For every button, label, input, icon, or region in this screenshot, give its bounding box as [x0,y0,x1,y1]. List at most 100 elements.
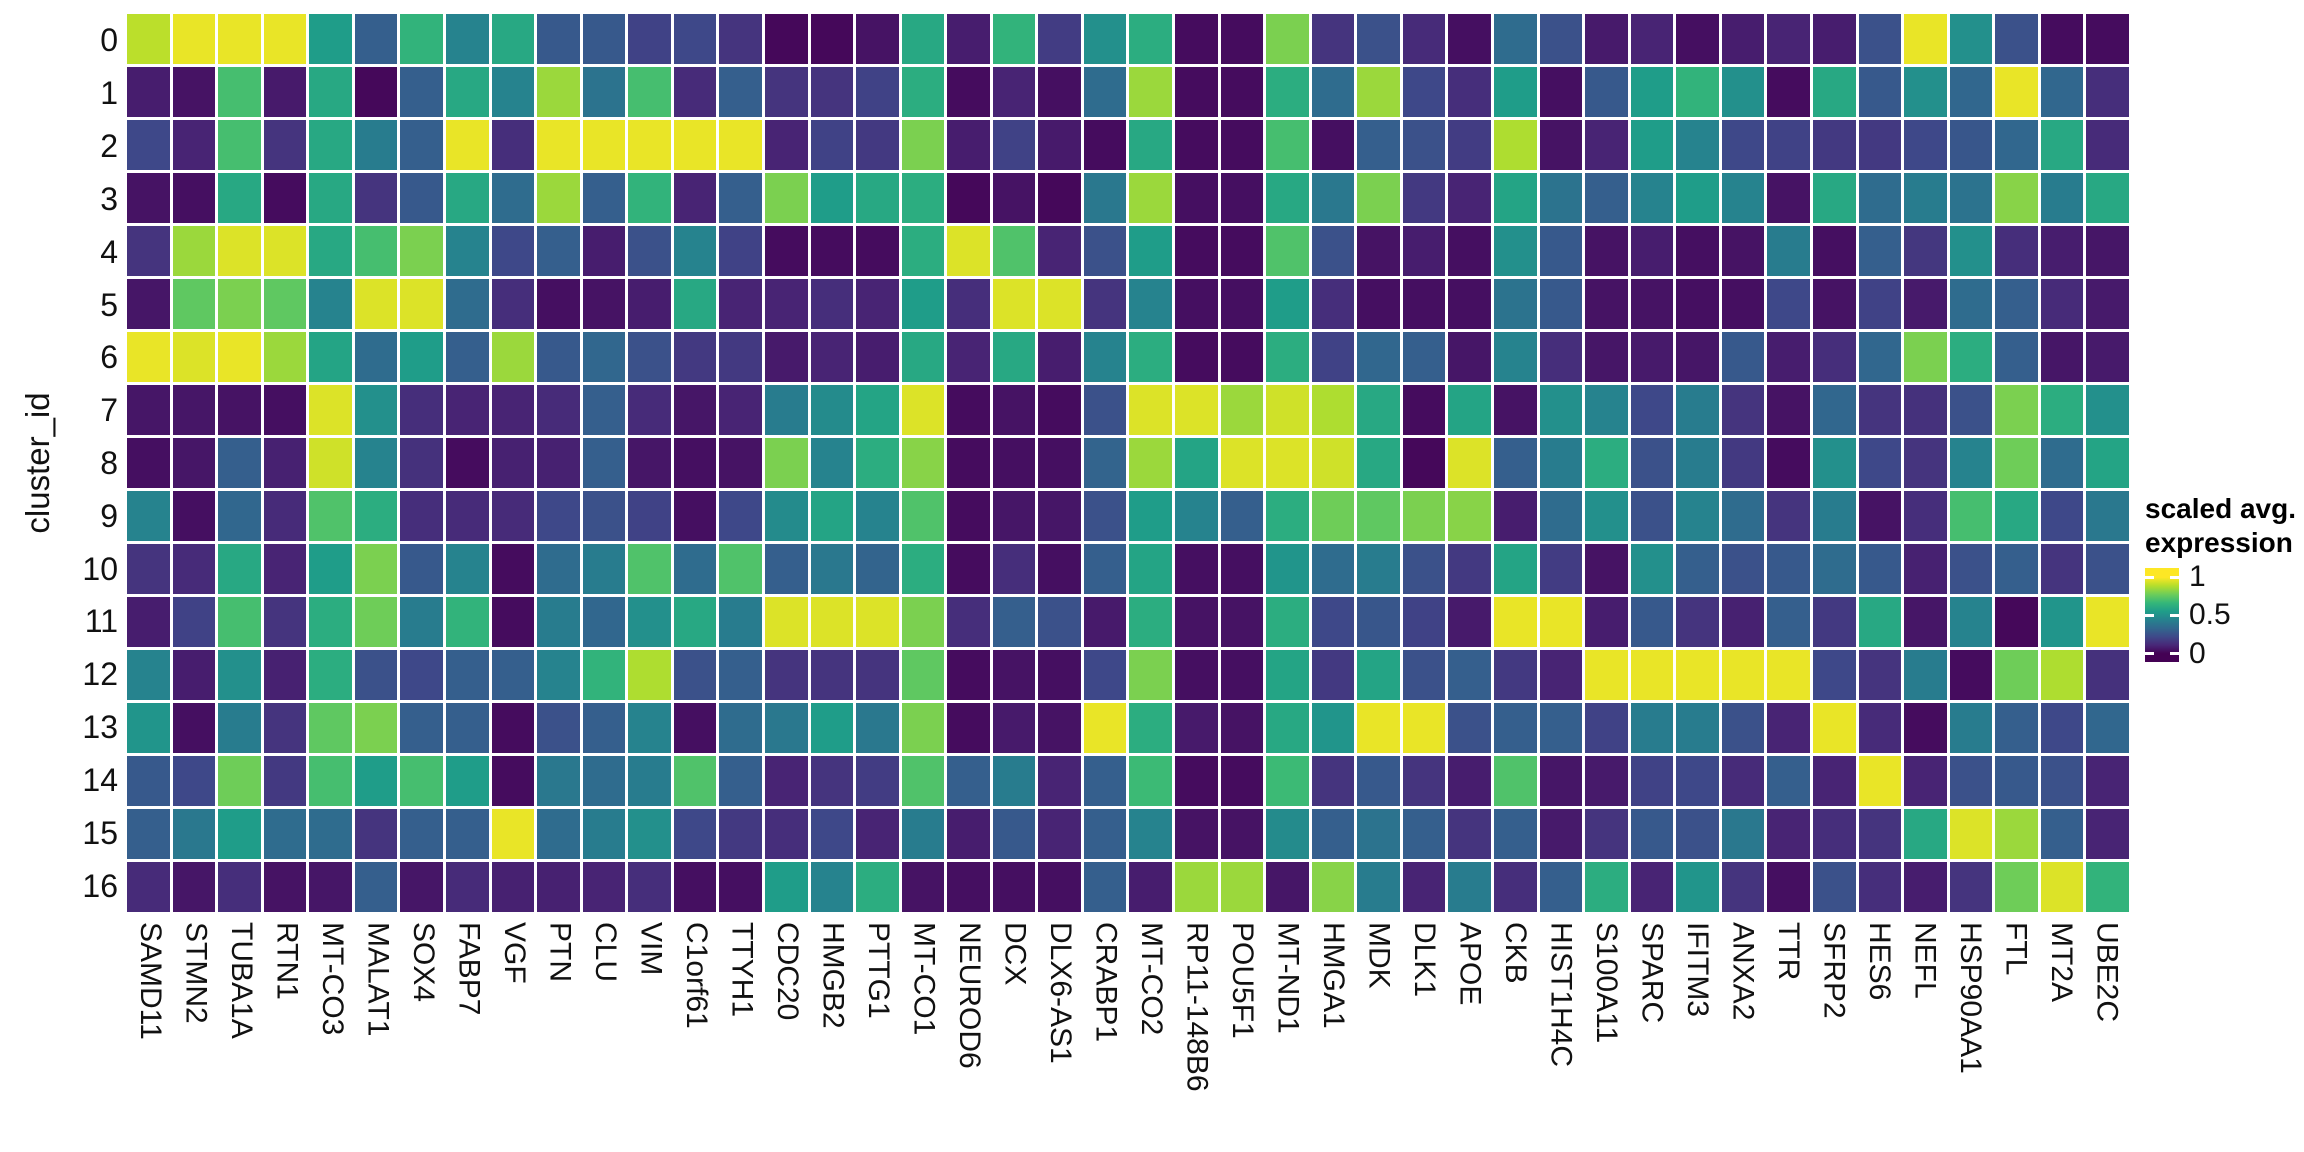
heatmap-cell [2086,173,2129,223]
heatmap-cell [628,597,671,647]
heatmap-cell [719,703,762,753]
heatmap-cell [628,650,671,700]
column-label: PTTG1 [861,922,895,1019]
heatmap-cell [1949,67,1993,117]
heatmap-cell [1630,756,1674,806]
column-label: SPARC [1635,922,1669,1024]
heatmap-cell [1311,173,1355,223]
column-label: MT-ND1 [1271,922,1305,1034]
heatmap-cell [810,226,854,276]
heatmap-cell [172,597,216,647]
heatmap-cell [1630,120,1674,170]
heatmap-cell [127,597,170,647]
heatmap-cell [1402,544,1446,594]
heatmap-cell [491,173,535,223]
heatmap-cell [309,862,352,912]
heatmap-cell [764,279,808,329]
heatmap-cell [1676,14,1719,64]
heatmap-cell [1175,703,1218,753]
heatmap-cell [263,650,307,700]
heatmap-cell [764,650,808,700]
heatmap-cell [1676,173,1719,223]
heatmap-cell [992,14,1036,64]
heatmap-cell [172,67,216,117]
heatmap-cell [1813,491,1856,541]
heatmap-cell [992,809,1036,859]
heatmap-cell [1858,491,1902,541]
heatmap-cell [354,862,398,912]
heatmap-cell [1083,597,1127,647]
row-label: 3 [100,180,118,217]
column-label: SOX4 [406,922,440,1003]
heatmap-cell [537,279,580,329]
column-label: STMN2 [179,922,213,1024]
heatmap-cell [400,597,443,647]
heatmap-cell [1813,385,1856,435]
heatmap-cell [127,120,170,170]
heatmap-cell [354,332,398,382]
heatmap-cell [1220,173,1264,223]
heatmap-cell [309,597,352,647]
heatmap-cell [1448,67,1492,117]
heatmap-cell [1129,385,1173,435]
heatmap-cell [1858,279,1902,329]
heatmap-cell [1357,173,1400,223]
legend-tickmark [2145,652,2154,656]
heatmap-cell [810,756,854,806]
heatmap-cell [992,650,1036,700]
column-label: MALAT1 [361,922,395,1037]
heatmap-cell [1813,756,1856,806]
heatmap-cell [1721,809,1765,859]
heatmap-cell [582,650,626,700]
heatmap-cell [218,279,261,329]
heatmap-cell [582,756,626,806]
heatmap-cell [1266,703,1309,753]
heatmap-cell [2086,120,2129,170]
heatmap-grid [127,14,2129,912]
heatmap-cell [764,862,808,912]
heatmap-cell [218,862,261,912]
heatmap-cell [1721,14,1765,64]
heatmap-cell [491,650,535,700]
heatmap-cell [1630,544,1674,594]
heatmap-cell [810,862,854,912]
heatmap-cell [218,703,261,753]
heatmap-cell [1311,703,1355,753]
heatmap-cell [1175,809,1218,859]
heatmap-cell [1904,597,1947,647]
heatmap-cell [1448,14,1492,64]
heatmap-cell [1539,756,1583,806]
heatmap-cell [1129,703,1173,753]
heatmap-cell [810,650,854,700]
heatmap-cell [1266,597,1309,647]
heatmap-cell [400,120,443,170]
heatmap-cell [1904,226,1947,276]
heatmap-cell [901,332,945,382]
heatmap-cell [856,597,899,647]
heatmap-cell [1038,226,1081,276]
heatmap-cell [1220,438,1264,488]
heatmap-cell [1311,332,1355,382]
heatmap-cell [1858,756,1902,806]
heatmap-cell [764,173,808,223]
heatmap-cell [172,332,216,382]
heatmap-cell [537,756,580,806]
heatmap-cell [582,703,626,753]
heatmap-cell [901,438,945,488]
heatmap-cell [1858,226,1902,276]
heatmap-cell [719,597,762,647]
heatmap-cell [491,332,535,382]
heatmap-cell [1767,226,1811,276]
heatmap-cell [1175,279,1218,329]
heatmap-cell [1949,332,1993,382]
heatmap-cell [1402,703,1446,753]
heatmap-cell [263,809,307,859]
heatmap-cell [172,279,216,329]
heatmap-cell [582,120,626,170]
heatmap-cell [1767,438,1811,488]
heatmap-cell [1311,279,1355,329]
heatmap-cell [1083,173,1127,223]
heatmap-cell [309,703,352,753]
heatmap-cell [1266,279,1309,329]
heatmap-cell [1402,650,1446,700]
